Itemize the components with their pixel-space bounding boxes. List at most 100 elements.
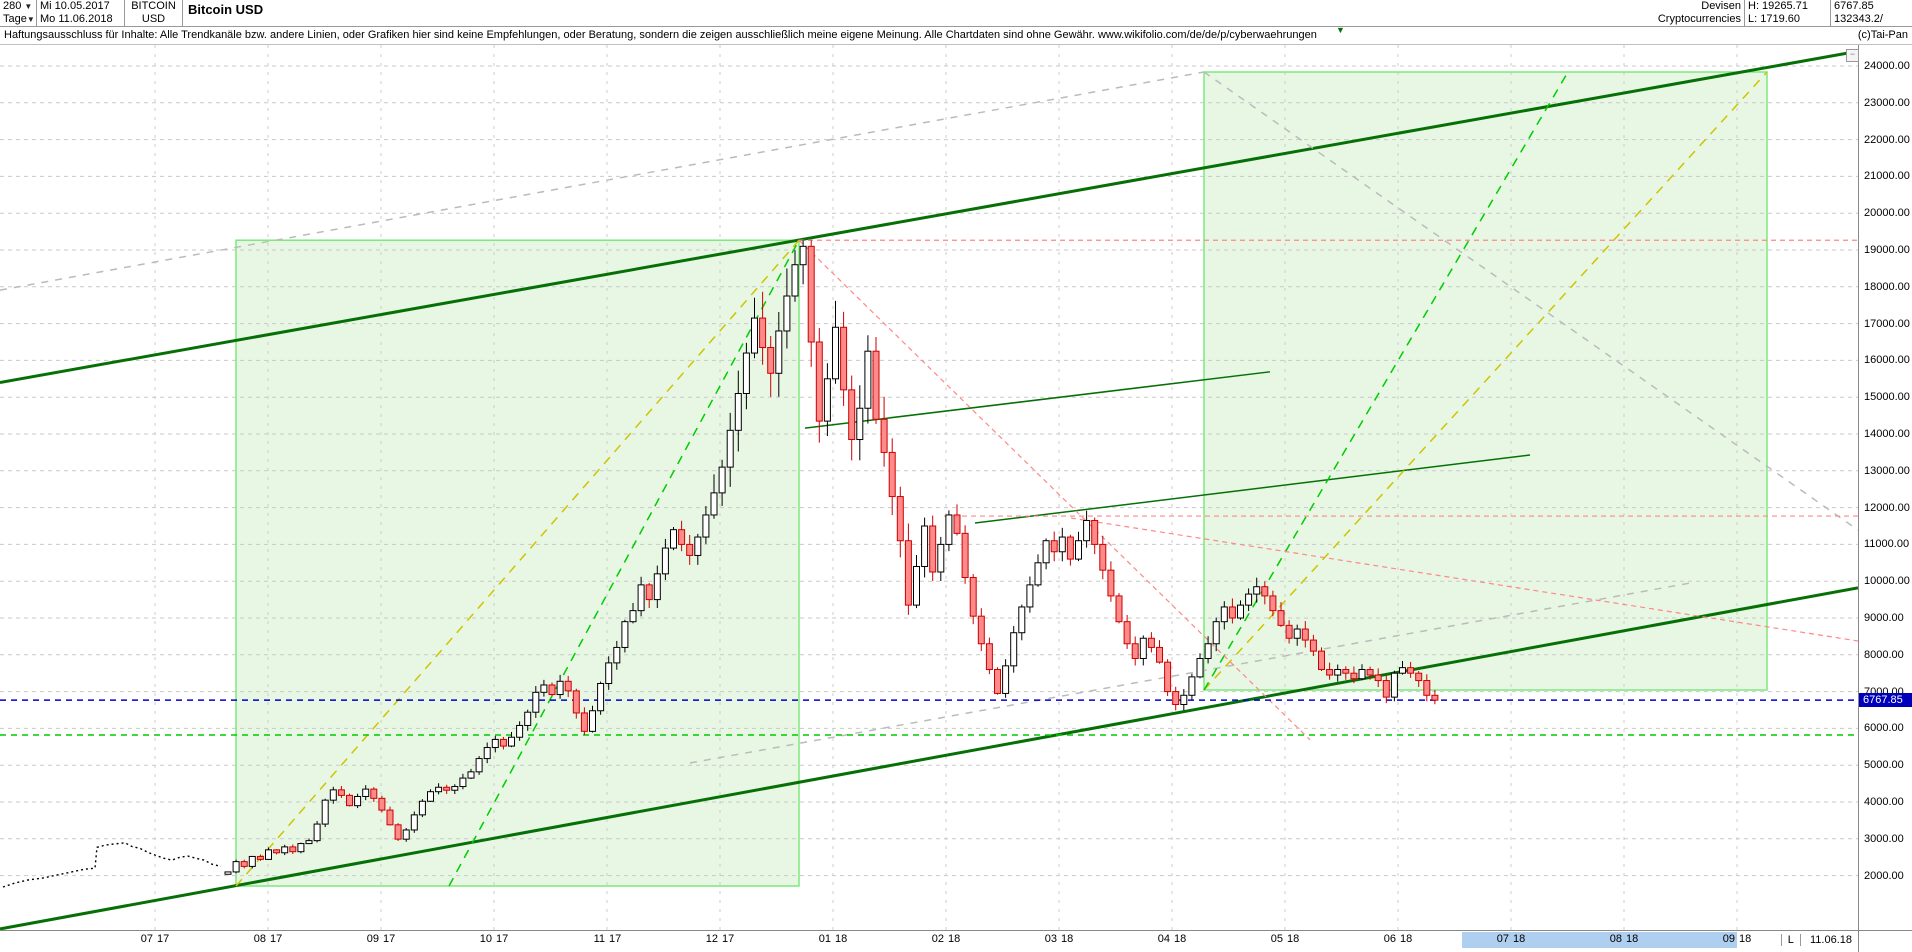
x-axis-label-month: 09 [1722, 933, 1735, 945]
candle-down [1318, 650, 1325, 671]
candle-up [1026, 584, 1034, 608]
y-axis-label: 6000.00 [1864, 722, 1904, 735]
candle-down [686, 543, 694, 556]
y-axis-label: 10000.00 [1864, 575, 1910, 588]
candle-down [240, 861, 248, 867]
x-axis: L 11.06.18 07 17 08 17 09 17 10 17 11 17 12 17 01 18 0… [0, 930, 1912, 952]
candle-up [1075, 540, 1082, 560]
chevron-down-icon: ▼ [24, 2, 33, 11]
candle-up [1334, 669, 1342, 676]
projection-box-2-border [1203, 71, 1768, 691]
price-chart-canvas[interactable] [0, 45, 1858, 930]
candle-up [1188, 676, 1196, 696]
period-unit-dropdown[interactable]: Tage▼ [3, 13, 35, 25]
y-axis-label: 12000.00 [1864, 501, 1910, 514]
candle-up [248, 855, 256, 867]
candle-down [580, 712, 588, 732]
x-axis-label-month: 02 [931, 933, 944, 945]
y-axis-label: 5000.00 [1864, 759, 1904, 772]
candle-down [1099, 543, 1107, 571]
x-axis-label-year: 18 [948, 933, 961, 945]
candle-up [224, 871, 232, 875]
x-axis-label-month: 05 [1270, 933, 1283, 945]
candle-up [1042, 540, 1050, 564]
projection-box-1-border [235, 239, 800, 887]
category-line1: Devisen [1701, 0, 1741, 12]
category-line2: Cryptocurrencies [1657, 13, 1741, 25]
candle-down [678, 529, 686, 545]
candle-up [597, 683, 605, 712]
green-ray-box1 [448, 239, 800, 887]
x-axis-label-year: 17 [722, 933, 735, 945]
candle-down [443, 786, 451, 791]
yellow-ray-box2 [1203, 71, 1768, 691]
gray-parallel-lower [689, 582, 1691, 764]
candle-down [1123, 621, 1131, 645]
last-price: 6767.85 [1834, 0, 1874, 12]
candle-up [1018, 606, 1026, 634]
candle-down [880, 418, 888, 453]
future-period-band [1462, 932, 1737, 948]
copyright-label: (c)Tai-Pan [1857, 29, 1908, 41]
chevron-down-icon: ▼ [26, 15, 35, 24]
candle-down [572, 690, 580, 714]
candle-up [589, 710, 596, 732]
candle-down [346, 794, 353, 807]
candle-down [1269, 595, 1277, 612]
candle-down [767, 347, 775, 374]
candle-up [1034, 562, 1042, 586]
candle-up [354, 795, 362, 807]
candle-up [1139, 637, 1147, 659]
candle-up [751, 317, 758, 354]
candle-down [1261, 586, 1269, 597]
x-axis-label-month: 09 [366, 933, 379, 945]
disclaimer-strip: Haftungsausschluss für Inhalte: Alle Tre… [0, 25, 1912, 45]
period-dropdown[interactable]: 280 ▼ [3, 0, 33, 12]
candle-down [1131, 643, 1139, 659]
collapse-icon[interactable]: − [1846, 49, 1859, 62]
y-axis-label: 17000.00 [1864, 317, 1910, 330]
candle-down [840, 326, 848, 391]
y-axis-label: 18000.00 [1864, 280, 1910, 293]
candle-down [848, 389, 856, 441]
x-axis-label-year: 18 [1739, 933, 1752, 945]
chart-header: 280 ▼ Tage▼ Mi 10.05.2017 Mo 11.06.2018 … [0, 0, 1912, 27]
candle-down [1115, 595, 1123, 623]
x-axis-label-year: 17 [609, 933, 622, 945]
x-axis-label-year: 17 [383, 933, 396, 945]
candle-down [969, 577, 977, 617]
candle-down [1350, 672, 1358, 680]
candle-up [1358, 669, 1366, 680]
candle-up [475, 758, 483, 773]
candle-up [1237, 604, 1244, 619]
candle-down [1342, 669, 1350, 674]
trendline-anchor-icon: ▼ [1336, 25, 1345, 35]
y-axis-label: 4000.00 [1864, 795, 1904, 808]
candle-up [702, 514, 710, 538]
candle-up [1196, 657, 1204, 678]
candle-up [1002, 665, 1010, 694]
candle-down [896, 496, 904, 542]
candle-down [1164, 661, 1172, 693]
y-axis-label: 24000.00 [1864, 60, 1910, 72]
y-axis-label: 14000.00 [1864, 427, 1910, 440]
candle-down [645, 584, 653, 601]
x-axis-label-month: 03 [1044, 933, 1057, 945]
x-axis-label-month: 10 [479, 933, 492, 945]
candle-up [1180, 694, 1188, 705]
candle-up [540, 684, 548, 693]
last-marker-label: L [1780, 934, 1801, 946]
candle-down [1415, 672, 1423, 682]
candle-up [232, 861, 240, 873]
candle-down [1285, 624, 1293, 639]
mid-trend-2 [974, 454, 1531, 524]
y-axis-label: 20000.00 [1864, 207, 1910, 220]
candle-up [459, 777, 467, 788]
x-axis-label-year: 18 [1400, 933, 1413, 945]
candle-down [1156, 646, 1163, 663]
last-date-label: 11.06.18 [1809, 934, 1852, 946]
candle-down [378, 797, 386, 811]
candle-down [985, 643, 993, 671]
candle-up [265, 849, 272, 860]
candle-down [815, 341, 823, 422]
